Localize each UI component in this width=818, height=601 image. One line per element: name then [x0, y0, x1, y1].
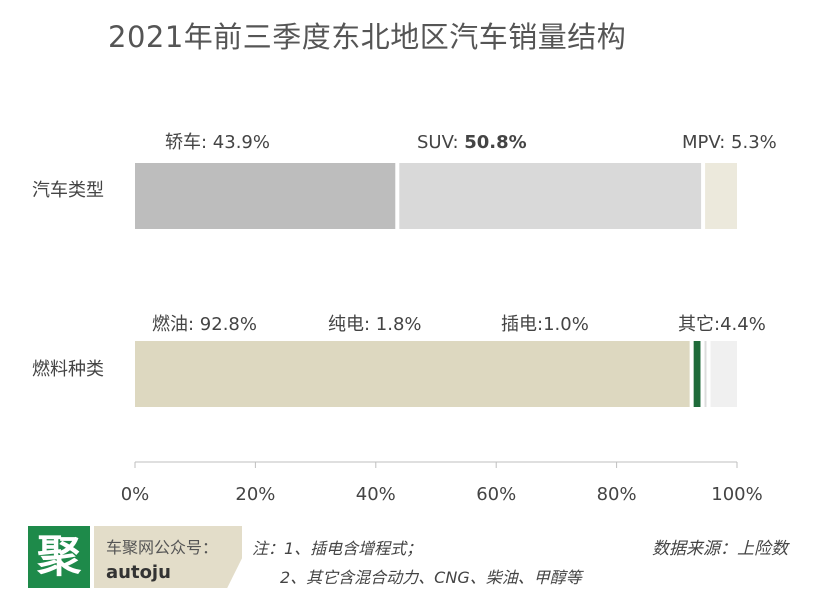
data-label: 燃油: 92.8%: [152, 314, 257, 335]
account-label: 车聚网公众号：: [106, 538, 219, 557]
bar-segment: [135, 341, 690, 407]
x-tick-label: 60%: [476, 484, 516, 505]
bar-segment: [399, 163, 702, 229]
account-tag: 车聚网公众号： autoju: [94, 526, 242, 588]
x-tick-label: 100%: [711, 484, 762, 505]
data-source: 数据来源：上险数: [652, 539, 788, 559]
bar-segment: [710, 341, 737, 407]
data-label: 纯电: 1.8%: [328, 314, 422, 335]
data-label: 轿车: 43.9%: [165, 132, 270, 153]
bar-segment: [693, 341, 701, 407]
chart-area: 汽车类型 轿车: 43.9% SUV: 50.8% MPV: 5.3% 燃料种类 燃油: …: [32, 132, 777, 505]
footnote-2: 2、其它含混合动力、CNG、柴油、甲醇等: [280, 568, 582, 587]
x-tick-label: 80%: [597, 484, 637, 505]
bar-segment: [704, 341, 707, 407]
footnotes: 注：1、插电含增程式； 2、其它含混合动力、CNG、柴油、甲醇等: [252, 534, 582, 592]
account-id: autoju: [106, 562, 171, 583]
x-tick-label: 0%: [121, 484, 150, 505]
data-label: 插电:1.0%: [501, 314, 589, 335]
x-tick-label: 20%: [235, 484, 275, 505]
footnote-1: 注：1、插电含增程式；: [252, 539, 423, 558]
chart-title: 2021年前三季度东北地区汽车销量结构: [108, 20, 627, 54]
bar-segment: [705, 163, 737, 229]
data-label: SUV: 50.8%: [417, 132, 527, 153]
data-label: MPV: 5.3%: [682, 132, 777, 153]
data-label: 其它:4.4%: [678, 314, 766, 335]
category-label: 燃料种类: [32, 359, 104, 380]
category-label: 汽车类型: [32, 180, 104, 201]
bar-segment: [135, 163, 396, 229]
brand-logo: 聚: [28, 526, 90, 588]
x-tick-label: 40%: [356, 484, 396, 505]
